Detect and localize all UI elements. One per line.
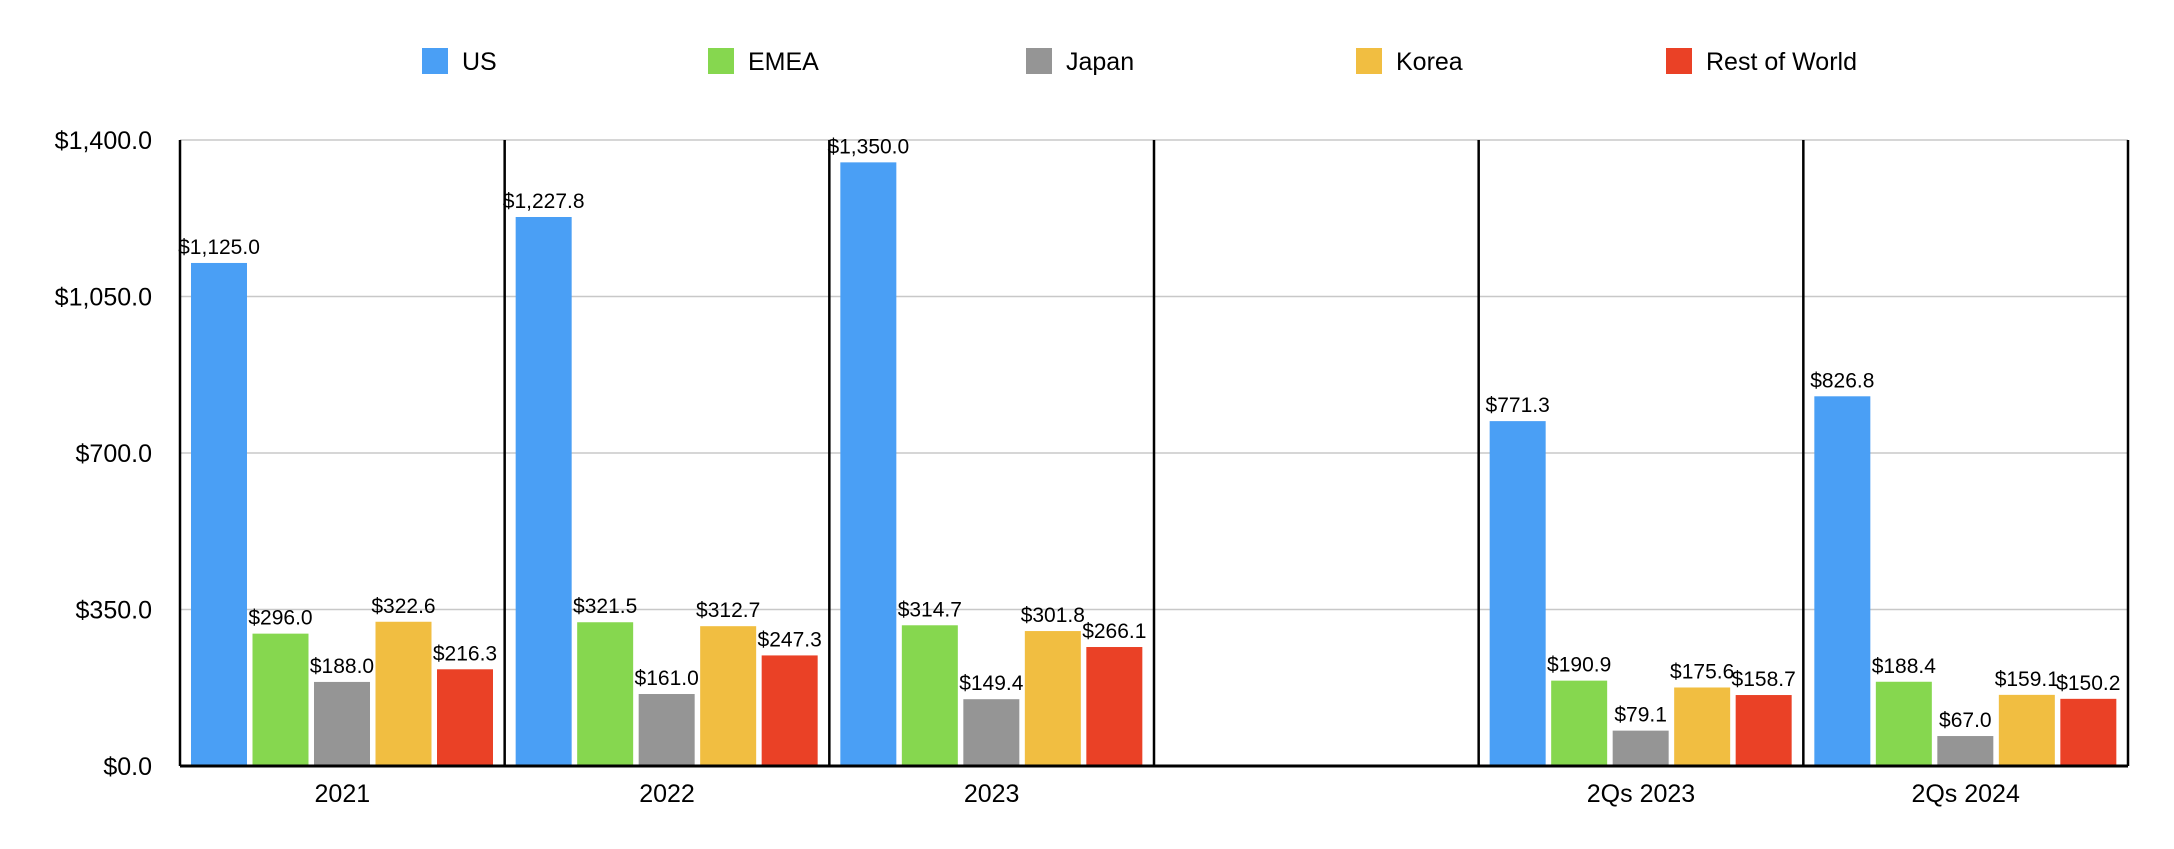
x-tick-label: 2Qs 2024 — [1911, 780, 2020, 808]
bar-rest-of-world — [1735, 695, 1792, 766]
y-tick-label: $1,400.0 — [55, 127, 152, 155]
bars — [191, 162, 2117, 767]
y-tick-label: $700.0 — [76, 440, 152, 468]
bar-emea — [901, 625, 958, 766]
data-label: $150.2 — [2056, 672, 2120, 695]
bar-emea — [252, 633, 309, 766]
bar-japan — [963, 699, 1020, 766]
x-tick-label: 2Qs 2023 — [1587, 780, 1695, 808]
bar-korea — [700, 626, 757, 766]
legend-item-korea: Korea — [1356, 48, 1463, 76]
bar-us — [1489, 421, 1546, 766]
bar-japan — [1937, 736, 1994, 766]
bar-emea — [1875, 681, 1932, 766]
y-tick-label: $350.0 — [76, 597, 152, 625]
legend-item-emea: EMEA — [708, 48, 819, 76]
bar-us — [191, 262, 247, 766]
value-labels: $1,125.0 $296.0 $188.0 $322.6 $216.3 $1,227.8… — [178, 135, 2120, 732]
data-label: $1,227.8 — [503, 190, 585, 213]
bar-rest-of-world — [2060, 698, 2117, 766]
data-label: $175.6 — [1670, 660, 1734, 683]
legend-label: US — [462, 48, 497, 76]
legend-swatch — [1666, 48, 1692, 74]
data-label: $158.7 — [1732, 668, 1796, 691]
bar-korea — [1674, 687, 1731, 766]
legend-label: Japan — [1066, 48, 1134, 76]
legend-label: EMEA — [748, 48, 819, 76]
data-label: $826.8 — [1810, 369, 1874, 392]
data-label: $216.3 — [433, 642, 497, 665]
legend-label: Rest of World — [1706, 48, 1857, 76]
data-label: $296.0 — [248, 607, 312, 630]
legend: US EMEA Japan Korea Rest of World — [422, 48, 1857, 76]
x-tick-label: 2021 — [315, 780, 371, 808]
data-label: $161.0 — [635, 667, 699, 690]
bar-emea — [1551, 680, 1608, 766]
bar-japan — [638, 694, 695, 766]
y-tick-label: $1,050.0 — [55, 284, 152, 312]
data-label: $266.1 — [1082, 620, 1146, 643]
data-label: $188.4 — [1872, 655, 1937, 678]
legend-swatch — [1026, 48, 1052, 74]
bar-korea — [375, 621, 432, 766]
x-tick-label: 2022 — [639, 780, 695, 808]
data-label: $247.3 — [758, 628, 822, 651]
data-label: $321.5 — [573, 595, 637, 618]
y-tick-label: $0.0 — [103, 753, 152, 781]
x-axis: 2021 2022 2023 2Qs 2023 2Qs 2024 — [315, 780, 2020, 808]
bar-japan — [1612, 730, 1669, 766]
bar-japan — [314, 681, 370, 766]
data-label: $314.7 — [898, 598, 962, 621]
legend-swatch — [708, 48, 734, 74]
data-label: $771.3 — [1486, 394, 1550, 417]
bar-emea — [577, 622, 634, 766]
data-label: $312.7 — [696, 599, 760, 622]
bar-us — [840, 162, 897, 766]
bar-us — [1814, 396, 1871, 766]
bar-korea — [1024, 631, 1081, 766]
legend-swatch — [1356, 48, 1382, 74]
legend-swatch — [422, 48, 448, 74]
data-label: $149.4 — [959, 672, 1024, 695]
data-label: $1,350.0 — [827, 135, 909, 158]
bar-rest-of-world — [437, 669, 493, 766]
data-label: $1,125.0 — [178, 236, 260, 259]
data-label: $188.0 — [310, 655, 374, 678]
data-label: $190.9 — [1547, 654, 1611, 677]
data-label: $322.6 — [371, 595, 435, 618]
data-label: $79.1 — [1614, 704, 1667, 727]
bar-korea — [1998, 694, 2055, 766]
data-label: $301.8 — [1021, 604, 1085, 627]
bar-rest-of-world — [1086, 647, 1143, 766]
x-tick-label: 2023 — [964, 780, 1020, 808]
bar-us — [515, 216, 572, 767]
legend-item-rest-of-world: Rest of World — [1666, 48, 1857, 76]
legend-item-us: US — [422, 48, 497, 76]
plot-frame — [178, 140, 2130, 768]
bar-rest-of-world — [761, 655, 818, 766]
y-axis: $0.0 $350.0 $700.0 $1,050.0 $1,400.0 — [55, 127, 152, 781]
legend-item-japan: Japan — [1026, 48, 1134, 76]
data-label: $67.0 — [1939, 709, 1992, 732]
legend-label: Korea — [1396, 48, 1463, 76]
data-label: $159.1 — [1995, 668, 2059, 691]
